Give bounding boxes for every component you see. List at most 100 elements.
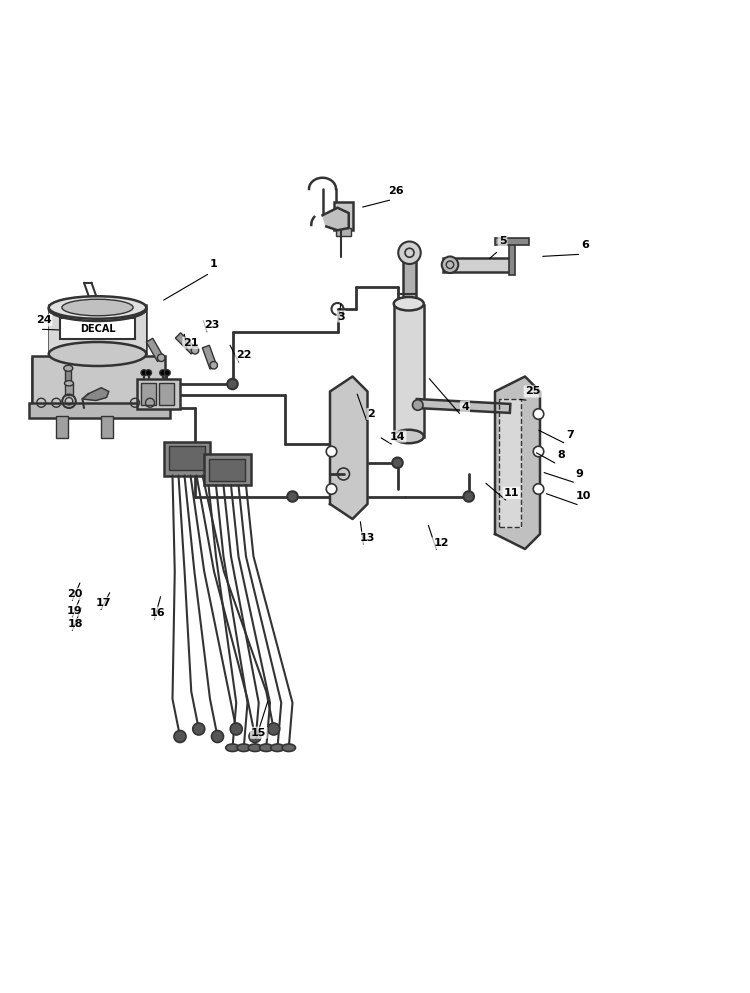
Circle shape bbox=[287, 492, 298, 501]
Bar bbox=[164, 442, 210, 476]
Polygon shape bbox=[322, 208, 349, 230]
Bar bbox=[336, 228, 351, 235]
Bar bbox=[28, 403, 170, 418]
Text: 15: 15 bbox=[251, 728, 266, 738]
Ellipse shape bbox=[403, 256, 416, 262]
Bar bbox=[32, 357, 163, 406]
Bar bbox=[49, 309, 146, 354]
Text: 16: 16 bbox=[150, 608, 165, 618]
Text: 25: 25 bbox=[525, 386, 540, 396]
Bar bbox=[101, 415, 112, 438]
Bar bbox=[509, 241, 515, 275]
Circle shape bbox=[141, 369, 147, 375]
Polygon shape bbox=[330, 376, 368, 519]
Circle shape bbox=[326, 446, 337, 457]
Ellipse shape bbox=[64, 380, 74, 386]
Ellipse shape bbox=[394, 297, 424, 311]
Text: 23: 23 bbox=[204, 321, 219, 331]
Circle shape bbox=[398, 241, 421, 264]
Circle shape bbox=[464, 492, 474, 501]
Polygon shape bbox=[499, 399, 521, 526]
Ellipse shape bbox=[210, 361, 218, 369]
Bar bbox=[146, 339, 164, 361]
Bar bbox=[56, 415, 68, 438]
Text: 18: 18 bbox=[68, 619, 82, 629]
Text: DECAL: DECAL bbox=[80, 324, 116, 334]
Ellipse shape bbox=[394, 430, 424, 443]
Circle shape bbox=[249, 731, 261, 743]
Circle shape bbox=[193, 723, 205, 735]
Bar bbox=[141, 382, 156, 405]
Text: 6: 6 bbox=[581, 240, 589, 250]
Text: 12: 12 bbox=[433, 538, 448, 548]
Ellipse shape bbox=[248, 744, 262, 752]
Circle shape bbox=[533, 446, 544, 457]
Circle shape bbox=[160, 369, 166, 375]
Bar bbox=[403, 259, 416, 304]
Ellipse shape bbox=[226, 744, 239, 752]
Text: 21: 21 bbox=[184, 338, 199, 348]
Circle shape bbox=[146, 369, 152, 375]
Bar bbox=[60, 318, 135, 339]
Text: 17: 17 bbox=[96, 598, 111, 608]
Circle shape bbox=[268, 723, 280, 735]
Bar bbox=[159, 382, 174, 405]
Text: 13: 13 bbox=[360, 533, 375, 543]
Circle shape bbox=[533, 409, 544, 419]
Text: 5: 5 bbox=[499, 236, 506, 246]
Circle shape bbox=[230, 723, 242, 735]
Ellipse shape bbox=[442, 256, 458, 273]
Circle shape bbox=[164, 369, 170, 375]
Bar bbox=[49, 305, 146, 354]
Ellipse shape bbox=[413, 400, 423, 410]
Text: 1: 1 bbox=[210, 259, 218, 269]
Ellipse shape bbox=[64, 365, 73, 371]
Bar bbox=[136, 378, 180, 409]
Ellipse shape bbox=[237, 744, 250, 752]
Circle shape bbox=[533, 484, 544, 495]
Bar bbox=[169, 446, 205, 471]
Circle shape bbox=[227, 378, 238, 389]
Text: 7: 7 bbox=[566, 430, 574, 440]
Circle shape bbox=[326, 484, 337, 495]
Circle shape bbox=[174, 731, 186, 743]
Ellipse shape bbox=[49, 342, 146, 366]
Bar bbox=[176, 333, 196, 354]
Bar bbox=[65, 368, 71, 381]
Bar bbox=[442, 258, 510, 271]
Text: 2: 2 bbox=[368, 409, 375, 419]
Text: 14: 14 bbox=[390, 432, 405, 442]
Text: 3: 3 bbox=[338, 312, 345, 322]
Bar bbox=[209, 459, 245, 482]
Ellipse shape bbox=[260, 744, 273, 752]
Ellipse shape bbox=[49, 297, 146, 321]
Polygon shape bbox=[495, 376, 540, 549]
Bar bbox=[65, 383, 73, 394]
Ellipse shape bbox=[62, 299, 134, 316]
Ellipse shape bbox=[191, 347, 199, 354]
Text: 19: 19 bbox=[68, 606, 82, 616]
Ellipse shape bbox=[271, 744, 284, 752]
Bar bbox=[32, 355, 165, 406]
Bar bbox=[334, 202, 352, 230]
Text: 8: 8 bbox=[557, 450, 565, 460]
Text: 20: 20 bbox=[68, 589, 82, 599]
Bar bbox=[416, 399, 510, 413]
Bar bbox=[495, 237, 529, 245]
Text: 10: 10 bbox=[576, 492, 591, 501]
Circle shape bbox=[392, 458, 403, 468]
Bar bbox=[204, 454, 251, 486]
Ellipse shape bbox=[49, 296, 146, 319]
Bar bbox=[394, 305, 424, 437]
Polygon shape bbox=[82, 387, 109, 400]
Text: 24: 24 bbox=[36, 315, 51, 326]
Text: 9: 9 bbox=[576, 469, 584, 479]
Circle shape bbox=[211, 731, 223, 743]
Text: 22: 22 bbox=[236, 351, 251, 360]
Ellipse shape bbox=[282, 744, 296, 752]
Ellipse shape bbox=[158, 354, 165, 361]
Text: 11: 11 bbox=[504, 488, 519, 497]
Bar bbox=[202, 346, 217, 369]
Text: 4: 4 bbox=[461, 401, 469, 411]
Text: 26: 26 bbox=[388, 186, 404, 196]
